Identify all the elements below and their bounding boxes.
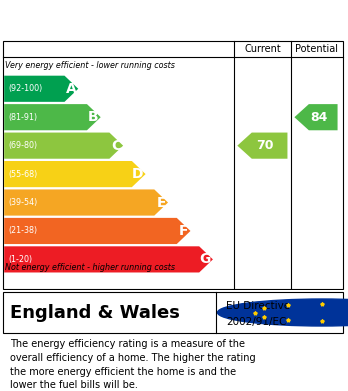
Polygon shape xyxy=(4,246,213,273)
Text: (55-68): (55-68) xyxy=(8,170,38,179)
Text: The energy efficiency rating is a measure of the
overall efficiency of a home. T: The energy efficiency rating is a measur… xyxy=(10,339,256,390)
Polygon shape xyxy=(4,218,190,244)
Text: 70: 70 xyxy=(256,139,274,152)
Polygon shape xyxy=(4,189,168,215)
Text: E: E xyxy=(157,196,166,210)
Text: 2002/91/EC: 2002/91/EC xyxy=(226,316,286,326)
Text: (39-54): (39-54) xyxy=(8,198,38,207)
Text: C: C xyxy=(111,139,121,152)
Text: (1-20): (1-20) xyxy=(8,255,32,264)
Polygon shape xyxy=(4,133,123,159)
Polygon shape xyxy=(4,161,145,187)
Text: (69-80): (69-80) xyxy=(8,141,38,150)
Text: EU Directive: EU Directive xyxy=(226,301,290,311)
Text: D: D xyxy=(132,167,143,181)
Polygon shape xyxy=(237,133,287,159)
Text: (21-38): (21-38) xyxy=(8,226,38,235)
Text: England & Wales: England & Wales xyxy=(10,303,180,321)
Text: A: A xyxy=(65,82,76,96)
Text: (92-100): (92-100) xyxy=(8,84,42,93)
Text: Not energy efficient - higher running costs: Not energy efficient - higher running co… xyxy=(5,264,175,273)
Text: Current: Current xyxy=(244,44,281,54)
Text: F: F xyxy=(179,224,188,238)
Polygon shape xyxy=(294,104,338,130)
Polygon shape xyxy=(4,104,101,130)
Text: (81-91): (81-91) xyxy=(8,113,38,122)
Text: Energy Efficiency Rating: Energy Efficiency Rating xyxy=(10,11,232,27)
Text: Potential: Potential xyxy=(295,44,338,54)
Circle shape xyxy=(218,299,348,326)
Text: B: B xyxy=(88,110,98,124)
Polygon shape xyxy=(4,76,78,102)
Text: Very energy efficient - lower running costs: Very energy efficient - lower running co… xyxy=(5,61,175,70)
Text: 84: 84 xyxy=(310,111,327,124)
Text: G: G xyxy=(199,253,211,266)
